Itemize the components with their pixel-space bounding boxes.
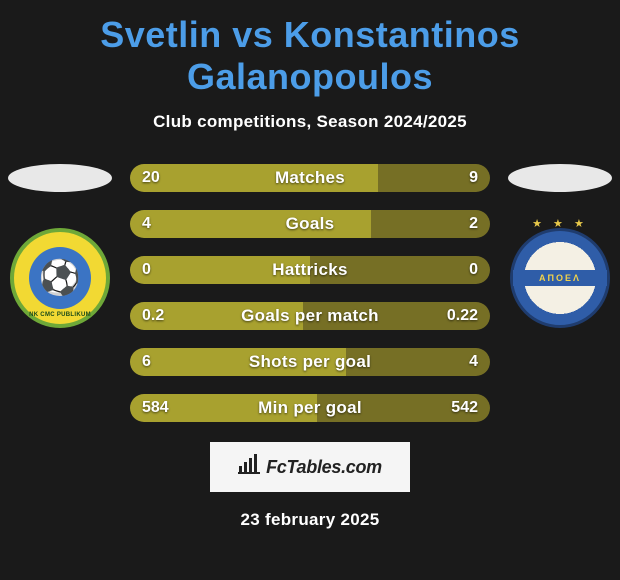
left-club-badge: ⚽ NK CMC PUBLIKUM	[10, 228, 110, 328]
left-badge-inner: ⚽	[29, 247, 91, 309]
stat-bar-right	[310, 256, 490, 284]
left-side: ⚽ NK CMC PUBLIKUM	[0, 164, 120, 328]
subtitle: Club competitions, Season 2024/2025	[0, 112, 620, 132]
stat-value-left: 4	[142, 210, 151, 238]
right-badge-stars: ★ ★ ★	[513, 217, 607, 230]
left-flag-oval	[8, 164, 112, 192]
stat-row: 42Goals	[130, 210, 490, 238]
stat-value-left: 584	[142, 394, 169, 422]
stat-row: 584542Min per goal	[130, 394, 490, 422]
right-club-badge: ★ ★ ★ ΑΠΟΕΛ	[510, 228, 610, 328]
stat-bar-left	[130, 210, 371, 238]
stat-bar-left	[130, 164, 378, 192]
stat-value-left: 0.2	[142, 302, 164, 330]
stat-row: 00Hattricks	[130, 256, 490, 284]
stat-value-right: 2	[469, 210, 478, 238]
left-badge-text: NK CMC PUBLIKUM	[14, 312, 106, 318]
comparison-area: ⚽ NK CMC PUBLIKUM 209Matches42Goals00Hat…	[0, 164, 620, 422]
soccer-ball-icon: ⚽	[39, 261, 81, 295]
stat-row: 64Shots per goal	[130, 348, 490, 376]
stat-bar-left	[130, 348, 346, 376]
stat-value-right: 0	[469, 256, 478, 284]
chart-icon	[238, 454, 260, 480]
watermark-text: FcTables.com	[266, 457, 382, 478]
right-badge-band: ΑΠΟΕΛ	[513, 270, 607, 286]
stat-bar-left	[130, 256, 310, 284]
right-flag-oval	[508, 164, 612, 192]
stat-value-right: 4	[469, 348, 478, 376]
stat-value-right: 9	[469, 164, 478, 192]
page-title: Svetlin vs Konstantinos Galanopoulos	[0, 14, 620, 98]
stat-value-right: 542	[451, 394, 478, 422]
stat-row: 209Matches	[130, 164, 490, 192]
stat-value-right: 0.22	[447, 302, 478, 330]
stat-row: 0.20.22Goals per match	[130, 302, 490, 330]
watermark: FcTables.com	[210, 442, 410, 492]
stat-value-left: 0	[142, 256, 151, 284]
right-side: ★ ★ ★ ΑΠΟΕΛ	[500, 164, 620, 328]
stat-bars: 209Matches42Goals00Hattricks0.20.22Goals…	[130, 164, 490, 422]
stat-value-left: 20	[142, 164, 160, 192]
stat-value-left: 6	[142, 348, 151, 376]
date-text: 23 february 2025	[0, 510, 620, 530]
